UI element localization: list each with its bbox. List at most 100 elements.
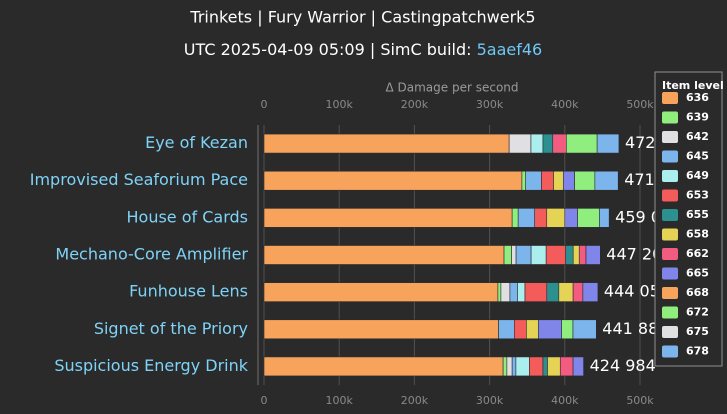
legend-label: 678 (686, 345, 709, 358)
bar-segment (511, 208, 519, 228)
x-tick-label-bottom: 100k (326, 394, 354, 407)
bar-segment (521, 170, 526, 191)
legend-swatch (662, 131, 678, 143)
legend-swatch (662, 228, 678, 241)
bar-segment (263, 282, 499, 302)
bar-segment (263, 245, 505, 265)
bar-segment (547, 356, 561, 377)
bar-segment (561, 319, 574, 340)
bar-segment (511, 245, 517, 265)
bar-segment (517, 208, 536, 228)
legend-swatch (662, 267, 678, 280)
x-tick-label-top: 500k (626, 98, 654, 111)
bar-segment (596, 133, 620, 154)
legend-swatch (662, 345, 678, 358)
legend-swatch (662, 306, 678, 319)
bar-segment (525, 170, 542, 191)
legend-swatch (662, 189, 678, 202)
category-label: Improvised Seaforium Pace (30, 170, 248, 189)
value-label: 444 050 (604, 282, 670, 301)
bar-segment (542, 133, 554, 154)
legend-label: 662 (686, 247, 709, 260)
legend-label: 658 (686, 228, 709, 241)
legend-label: 672 (686, 306, 709, 319)
bar-segment (578, 245, 587, 265)
bar-segment (572, 245, 580, 265)
bar-segment (530, 245, 547, 265)
bar-segment (529, 356, 544, 377)
bar-segment (263, 356, 504, 377)
value-label: 424 984 (590, 356, 656, 375)
bar-segment (572, 319, 597, 340)
bar-segment (572, 356, 584, 377)
legend-swatch (662, 111, 678, 124)
legend-swatch (662, 326, 678, 338)
x-tick-label-bottom: 500k (626, 394, 654, 407)
bar-segment (508, 133, 532, 154)
bar-segment (263, 319, 499, 340)
bar-segment (503, 245, 512, 265)
bar-segment (562, 170, 575, 191)
legend-label: 668 (686, 286, 709, 299)
legend-label: 639 (686, 111, 709, 124)
x-tick-label-bottom: 0 (261, 394, 268, 407)
bar-segment (541, 170, 554, 191)
legend-title: Item level (662, 79, 724, 92)
subtitle-link[interactable]: 5aaef46 (477, 40, 543, 59)
subtitle-text: UTC 2025-04-09 05:09 | SimC build: (184, 40, 477, 59)
bar-segment (498, 319, 515, 340)
bar-segment (566, 133, 598, 154)
legend-label: 653 (686, 189, 709, 202)
value-label: 441 880 (602, 319, 668, 338)
bar-segment (585, 245, 601, 265)
x-tick-label-top: 100k (326, 98, 354, 111)
chart-subtitle: UTC 2025-04-09 05:09 | SimC build: 5aaef… (184, 40, 542, 59)
x-tick-label-bottom: 300k (476, 394, 504, 407)
bar-segment (538, 319, 563, 340)
x-axis-title: Δ Damage per second (385, 81, 518, 95)
bar-segment (530, 133, 544, 154)
legend-swatch (662, 170, 678, 182)
bar-segment (514, 319, 527, 340)
bar-segment (534, 208, 548, 228)
category-label: Mechano-Core Amplifier (55, 245, 248, 264)
legend-label: 655 (686, 208, 709, 221)
x-tick-label-bottom: 400k (551, 394, 579, 407)
x-tick-label-bottom: 200k (401, 394, 429, 407)
legend-swatch (662, 209, 678, 221)
bar-segment (574, 170, 596, 191)
bar-segment (558, 282, 574, 302)
bar-segment (500, 282, 511, 302)
bar-segment (517, 282, 526, 302)
bar-segment (497, 282, 502, 302)
legend-label: 645 (686, 150, 709, 163)
chart-title: Trinkets | Fury Warrior | Castingpatchwe… (189, 8, 535, 27)
bar-segment (524, 282, 548, 302)
bar-segment (263, 170, 523, 191)
bar-segment (506, 356, 513, 377)
legend-swatch (662, 92, 678, 104)
bar-segment (582, 282, 599, 302)
legend-swatch (662, 150, 678, 163)
bar-segment (263, 208, 513, 228)
category-label: Suspicious Energy Drink (54, 356, 248, 375)
x-tick-label-top: 0 (261, 98, 268, 111)
legend-swatch (662, 248, 678, 260)
bar-segment (515, 245, 532, 265)
bar-segment (526, 319, 539, 340)
bar-segment (511, 356, 517, 377)
category-label: Funhouse Lens (129, 282, 248, 301)
x-tick-label-top: 400k (551, 98, 579, 111)
legend-label: 636 (686, 91, 709, 104)
category-label: House of Cards (127, 207, 249, 226)
legend-swatch (662, 287, 678, 299)
x-tick-label-top: 200k (401, 98, 429, 111)
bar-segment (545, 245, 567, 265)
bar-segment (594, 170, 619, 191)
bar-segment (599, 208, 610, 228)
bar-segment (546, 208, 566, 228)
bar-segment (542, 356, 548, 377)
